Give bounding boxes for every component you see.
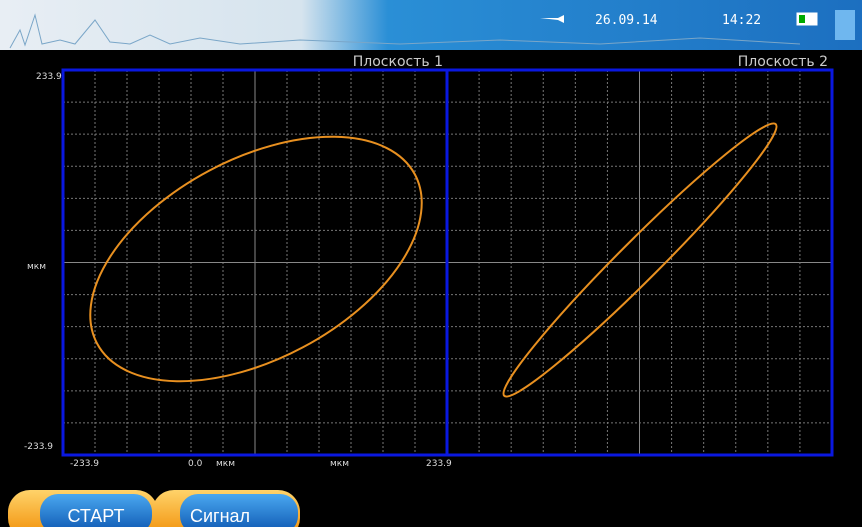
date: 26.09.14 xyxy=(595,13,658,28)
plot-title: Плоскость 2 xyxy=(738,54,828,70)
y-max: 233.9 xyxy=(36,72,62,82)
y-min: -233.9 xyxy=(24,442,53,452)
signal-label: Сигнал xyxy=(190,506,250,526)
start-button-face xyxy=(40,494,152,527)
plot-frame-2 xyxy=(445,68,834,457)
x-unit: мкм xyxy=(216,459,235,469)
header-bar xyxy=(0,0,862,50)
signal-button-face xyxy=(180,494,298,527)
orbit-1 xyxy=(89,135,423,383)
battery-level xyxy=(799,15,805,23)
x-max: 233.9 xyxy=(426,459,452,469)
plot-title: Плоскость 1 xyxy=(353,54,443,70)
time: 14:22 xyxy=(722,13,761,28)
start-label: СТАРТ xyxy=(68,506,125,526)
x-zero: 0.0 xyxy=(188,459,203,469)
back-button[interactable] xyxy=(835,10,855,40)
grids xyxy=(63,70,832,455)
x-unit: мкм xyxy=(330,459,349,469)
y-unit: мкм xyxy=(27,262,46,272)
orbit-2 xyxy=(502,122,778,398)
usb-icon xyxy=(540,15,564,23)
header-waveform xyxy=(9,13,801,49)
x-min: -233.9 xyxy=(70,459,99,469)
